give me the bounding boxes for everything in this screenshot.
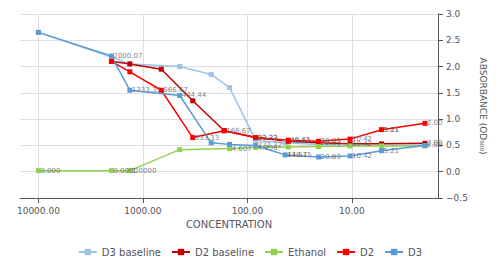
svg-text:1333.33: 1333.33 [132, 86, 161, 94]
svg-text:10.00: 10.00 [339, 206, 365, 216]
svg-text:Ethanol: Ethanol [288, 247, 326, 258]
svg-text:5.21: 5.21 [383, 147, 399, 155]
svg-text:0.000: 0.000 [40, 167, 60, 175]
svg-text:83.33: 83.33 [258, 134, 278, 142]
svg-text:5.21: 5.21 [383, 126, 399, 134]
svg-text:D2: D2 [360, 247, 374, 258]
svg-text:2000.07: 2000.07 [113, 52, 142, 60]
svg-text:1.5: 1.5 [446, 88, 460, 98]
svg-text:4.956: 4.956 [258, 144, 279, 152]
svg-text:10.42: 10.42 [352, 140, 372, 148]
svg-text:166.67: 166.67 [226, 127, 251, 135]
svg-text:666.67: 666.67 [163, 86, 188, 94]
svg-text:0.5: 0.5 [446, 140, 460, 150]
svg-text:2.00: 2.00 [427, 139, 443, 147]
svg-text:10.42: 10.42 [352, 152, 372, 160]
svg-text:40.63: 40.63 [290, 137, 310, 145]
svg-text:1.0: 1.0 [446, 114, 461, 124]
svg-text:1.0000: 1.0000 [132, 167, 157, 175]
svg-text:D2 baseline: D2 baseline [195, 247, 254, 258]
svg-text:5.21: 5.21 [383, 126, 399, 134]
svg-text:148.15: 148.15 [287, 151, 312, 159]
svg-text:333.33: 333.33 [195, 134, 220, 142]
svg-text:4.607: 4.607 [232, 145, 252, 153]
svg-text:43.57: 43.57 [287, 151, 307, 159]
svg-text:−0.5: −0.5 [446, 193, 468, 203]
svg-text:100.00: 100.00 [232, 206, 264, 216]
svg-text:2.5: 2.5 [446, 35, 460, 45]
svg-text:1000.00: 1000.00 [124, 206, 161, 216]
svg-text:20.83: 20.83 [321, 139, 341, 147]
svg-text:444.44: 444.44 [181, 91, 207, 100]
svg-text:CONCENTRATION: CONCENTRATION [186, 219, 272, 230]
svg-text:10000.00: 10000.00 [17, 206, 60, 216]
svg-text:3.0: 3.0 [446, 9, 461, 19]
svg-text:20.83: 20.83 [321, 153, 341, 161]
svg-text:0.0000: 0.0000 [113, 166, 138, 175]
svg-text:0.0: 0.0 [446, 167, 461, 177]
svg-text:D3 baseline: D3 baseline [102, 247, 161, 258]
svg-text:D3: D3 [408, 247, 422, 258]
svg-text:83.33: 83.33 [258, 134, 278, 142]
svg-text:ABSORBANCE (OD₆₀₀): ABSORBANCE (OD₆₀₀) [478, 58, 488, 155]
svg-text:2.0: 2.0 [446, 62, 461, 72]
svg-text:2.00: 2.00 [427, 119, 443, 127]
